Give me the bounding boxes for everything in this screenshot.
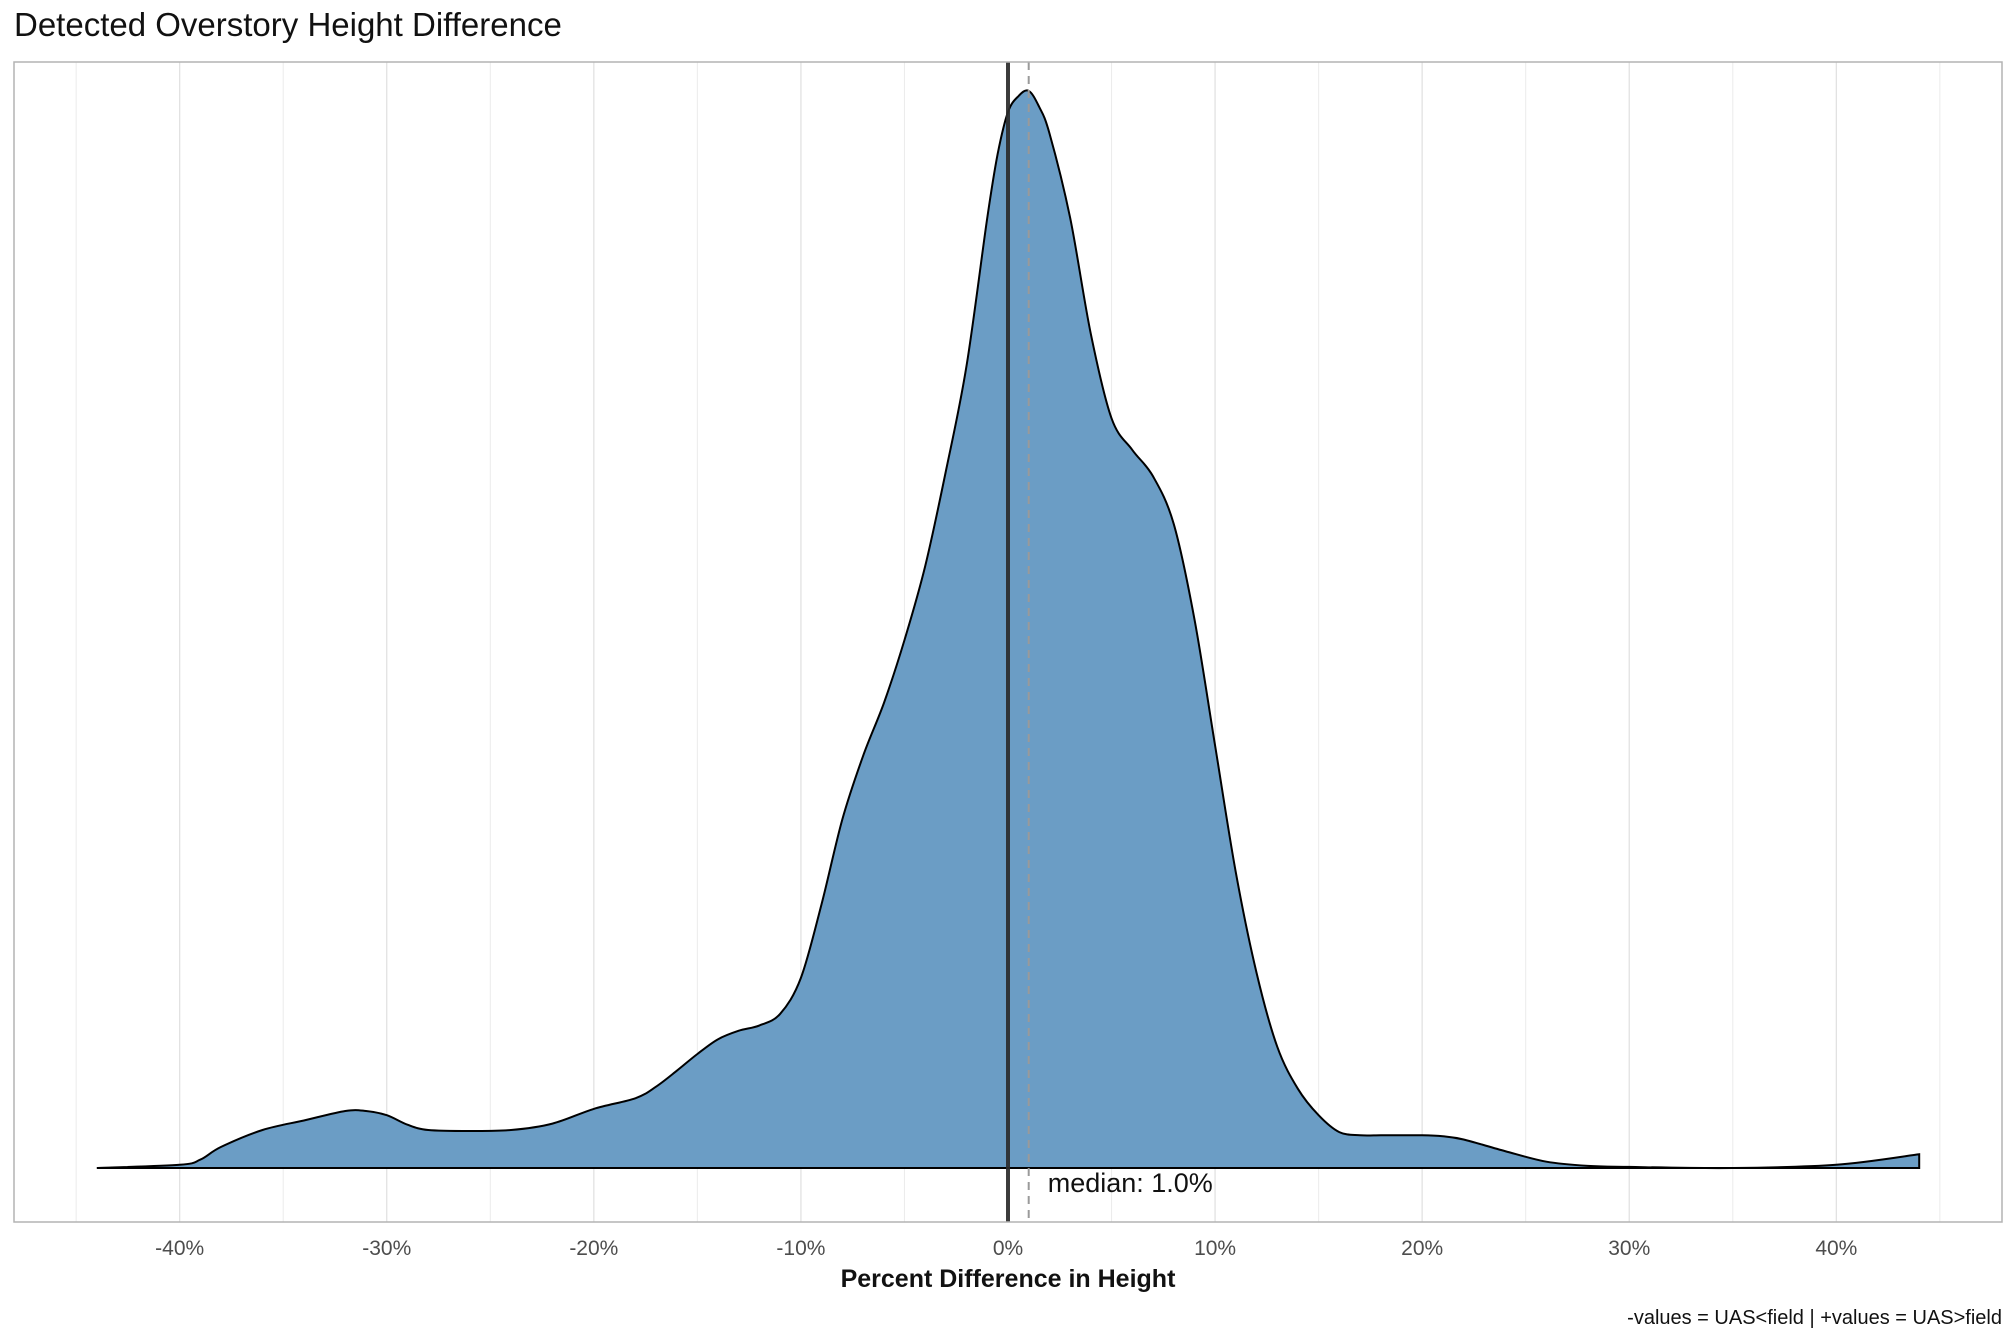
x-tick-label: 10% <box>1194 1237 1236 1260</box>
median-annotation: median: 1.0% <box>1048 1168 1213 1198</box>
x-tick-label: -20% <box>569 1237 618 1260</box>
panel-border <box>13 61 2003 1223</box>
x-axis-title: Percent Difference in Height <box>841 1265 1176 1293</box>
chart-title: Detected Overstory Height Difference <box>14 6 562 43</box>
x-tick-label: -10% <box>776 1237 825 1260</box>
x-tick-label: 20% <box>1401 1237 1443 1260</box>
x-tick-label: 40% <box>1815 1237 1857 1260</box>
x-tick-label: 0% <box>993 1237 1023 1260</box>
x-tick-label: -30% <box>362 1237 411 1260</box>
x-axis-ticks: -40% -30% -20% -10% 0% 10% 20% 30% 40% <box>155 1237 1857 1260</box>
x-tick-label: 30% <box>1608 1237 1650 1260</box>
chart-caption: -values = UAS<field | +values = UAS>fiel… <box>1627 1307 2002 1329</box>
x-tick-label: -40% <box>155 1237 204 1260</box>
